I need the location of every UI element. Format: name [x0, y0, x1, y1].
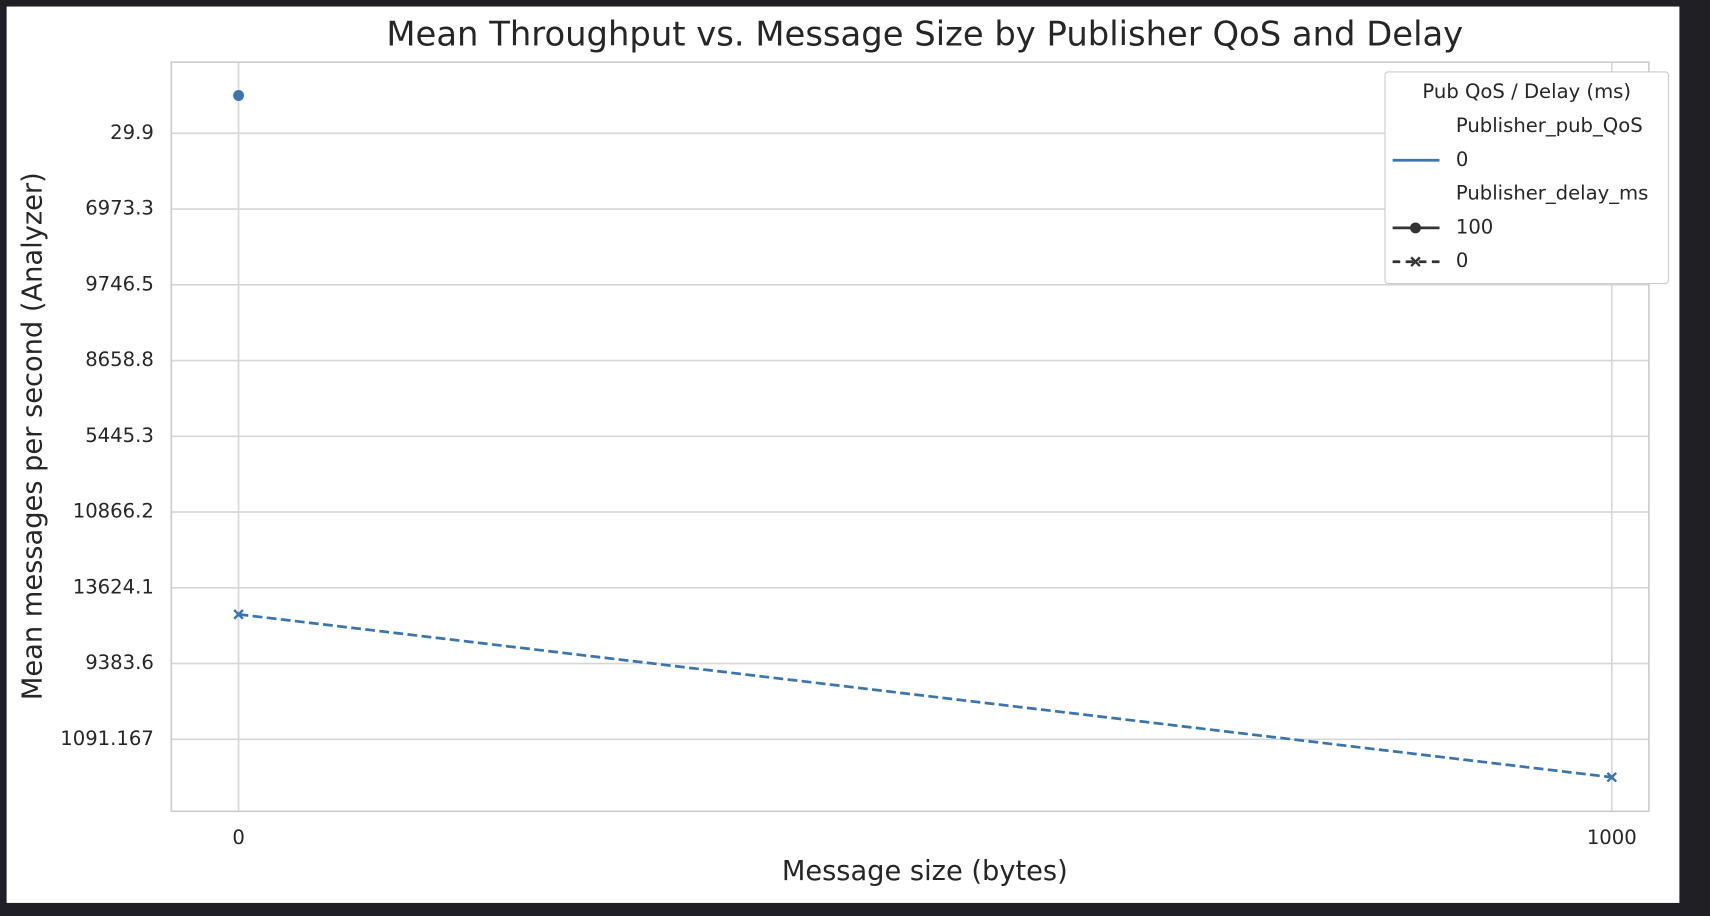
y-tick-label: 10866.2	[73, 500, 154, 523]
legend-marker	[1410, 222, 1421, 234]
legend-title: Pub QoS / Delay (ms)	[1422, 80, 1631, 103]
y-tick-label: 1091.167	[60, 727, 154, 750]
x-tick-label: 0	[232, 826, 244, 849]
legend-label: 0	[1456, 249, 1468, 272]
legend: Pub QoS / Delay (ms) Publisher_pub_QoS 0 Pu…	[1384, 71, 1670, 285]
chart-title: Mean Throughput vs. Message Size by Publ…	[386, 14, 1463, 53]
legend-label: 100	[1456, 215, 1493, 238]
y-tick-label: 29.9	[110, 121, 154, 144]
legend-box	[1384, 71, 1670, 285]
y-axis-label: Mean messages per second (Analyzer)	[17, 172, 48, 700]
line	[238, 613, 1612, 779]
legend-subtitle: Publisher_delay_ms	[1456, 182, 1649, 205]
legend-marker	[1410, 256, 1421, 267]
y-tick-label: 9383.6	[85, 651, 154, 674]
point	[233, 90, 245, 101]
y-tick-label: 9746.5	[85, 272, 154, 295]
x-axis-label: Message size (bytes)	[782, 856, 1068, 887]
legend-subtitle: Publisher_pub_QoS	[1456, 114, 1643, 137]
y-tick-label: 6973.3	[85, 197, 154, 220]
legend-label: 0	[1456, 148, 1468, 171]
point	[233, 609, 244, 620]
point	[1606, 772, 1618, 783]
y-tick-label: 8658.8	[85, 348, 154, 371]
y-tick-label: 13624.1	[73, 575, 154, 598]
x-tick-label: 1000	[1587, 826, 1637, 849]
axes-frame	[170, 61, 1650, 813]
y-tick-label: 5445.3	[85, 424, 154, 447]
